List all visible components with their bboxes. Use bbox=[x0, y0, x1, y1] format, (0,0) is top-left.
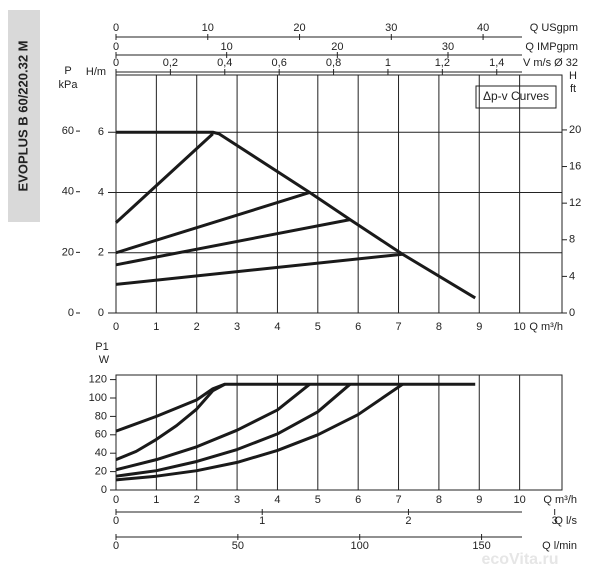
axis-label: H/m bbox=[86, 66, 106, 78]
tick-label: 20 bbox=[331, 41, 343, 53]
legend-box bbox=[475, 85, 557, 109]
tick-label: 0,4 bbox=[217, 57, 232, 69]
tick-label: 1 bbox=[259, 515, 265, 527]
x-tick-label: 9 bbox=[476, 321, 482, 333]
x-tick-label: 10 bbox=[513, 321, 525, 333]
y-tick-label: 6 bbox=[98, 126, 104, 138]
axis-label: H bbox=[569, 70, 577, 82]
x-tick-label: 7 bbox=[395, 494, 401, 506]
curve bbox=[115, 383, 311, 472]
x-tick-label: 6 bbox=[355, 321, 361, 333]
curve bbox=[115, 252, 403, 286]
ft-tick-label: 12 bbox=[569, 197, 581, 209]
axis-label: Q l/s bbox=[554, 515, 577, 527]
x-tick-label: 1 bbox=[153, 321, 159, 333]
axis-label: P1 bbox=[95, 341, 108, 353]
axis-label: Q m³/h bbox=[543, 494, 577, 506]
ft-tick-label: 4 bbox=[569, 270, 575, 282]
curve bbox=[115, 191, 311, 255]
tick-label: 0,2 bbox=[163, 57, 178, 69]
watermark: ecoVita.ru bbox=[481, 551, 558, 568]
ft-tick-label: 16 bbox=[569, 160, 581, 172]
axis-label: ft bbox=[570, 83, 576, 95]
axis-label: kPa bbox=[59, 79, 79, 91]
tick-label: 100 bbox=[351, 540, 369, 552]
y-tick-label: 20 bbox=[95, 466, 107, 478]
x-tick-label: 5 bbox=[315, 321, 321, 333]
axis-label: Q l/min bbox=[542, 540, 577, 552]
curve bbox=[116, 130, 476, 300]
p-tick-label: 40 bbox=[62, 186, 74, 198]
axis-label: P bbox=[64, 65, 71, 77]
y-tick-label: 40 bbox=[95, 447, 107, 459]
axis-label: Q IMPgpm bbox=[525, 41, 578, 53]
ft-tick-label: 0 bbox=[569, 307, 575, 319]
axis-label: W bbox=[99, 354, 110, 366]
tick-label: 0 bbox=[113, 22, 119, 34]
tick-label: 50 bbox=[232, 540, 244, 552]
x-tick-label: 8 bbox=[436, 321, 442, 333]
tick-label: 1 bbox=[385, 57, 391, 69]
y-tick-label: 60 bbox=[95, 429, 107, 441]
x-tick-label: 4 bbox=[274, 494, 280, 506]
tick-label: 150 bbox=[472, 540, 490, 552]
axis-label: Q USgpm bbox=[530, 22, 578, 34]
y-tick-label: 80 bbox=[95, 410, 107, 422]
curve bbox=[115, 382, 476, 433]
x-tick-label: 0 bbox=[113, 494, 119, 506]
x-tick-label: 1 bbox=[153, 494, 159, 506]
tick-label: 10 bbox=[202, 22, 214, 34]
axis-label: V m/s Ø 32 bbox=[523, 57, 578, 69]
ft-tick-label: 8 bbox=[569, 234, 575, 246]
x-tick-label: 4 bbox=[274, 321, 280, 333]
tick-label: 20 bbox=[293, 22, 305, 34]
curve bbox=[115, 382, 226, 462]
tick-label: 0 bbox=[113, 540, 119, 552]
curve bbox=[114, 132, 214, 224]
axis-label: Q m³/h bbox=[529, 321, 563, 333]
x-tick-label: 5 bbox=[315, 494, 321, 506]
x-tick-label: 3 bbox=[234, 321, 240, 333]
tick-label: 0 bbox=[113, 41, 119, 53]
tick-label: 30 bbox=[385, 22, 397, 34]
tick-label: 2 bbox=[405, 515, 411, 527]
tick-label: 40 bbox=[477, 22, 489, 34]
p-tick-label: 20 bbox=[62, 246, 74, 258]
side-label: EVOPLUS B 60/220.32 M bbox=[15, 40, 30, 191]
curve bbox=[115, 218, 351, 267]
legend-text: Δp-v Curves bbox=[483, 89, 549, 103]
tick-label: 0 bbox=[113, 57, 119, 69]
curve bbox=[115, 383, 352, 478]
ft-tick-label: 20 bbox=[569, 124, 581, 136]
tick-label: 1,4 bbox=[489, 57, 504, 69]
p-tick-label: 60 bbox=[62, 125, 74, 137]
p-tick-label: 0 bbox=[68, 307, 74, 319]
x-tick-label: 2 bbox=[194, 321, 200, 333]
tick-label: 30 bbox=[442, 41, 454, 53]
y-tick-label: 100 bbox=[89, 392, 107, 404]
tick-label: 10 bbox=[221, 41, 233, 53]
x-tick-label: 10 bbox=[513, 494, 525, 506]
tick-label: 3 bbox=[552, 515, 558, 527]
y-tick-label: 0 bbox=[98, 307, 104, 319]
x-tick-label: 2 bbox=[194, 494, 200, 506]
x-tick-label: 0 bbox=[113, 321, 119, 333]
y-tick-label: 2 bbox=[98, 247, 104, 259]
tick-label: 0,8 bbox=[326, 57, 341, 69]
x-tick-label: 6 bbox=[355, 494, 361, 506]
x-tick-label: 9 bbox=[476, 494, 482, 506]
x-tick-label: 7 bbox=[395, 321, 401, 333]
tick-label: 0 bbox=[113, 515, 119, 527]
x-tick-label: 3 bbox=[234, 494, 240, 506]
tick-label: 0,6 bbox=[272, 57, 287, 69]
y-tick-label: 120 bbox=[89, 374, 107, 386]
y-tick-label: 4 bbox=[98, 186, 104, 198]
x-tick-label: 8 bbox=[436, 494, 442, 506]
tick-label: 1,2 bbox=[435, 57, 450, 69]
side-bar bbox=[8, 10, 40, 222]
y-tick-label: 0 bbox=[101, 484, 107, 496]
curve bbox=[115, 382, 404, 482]
